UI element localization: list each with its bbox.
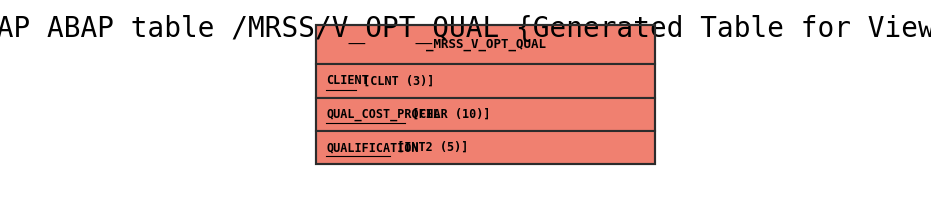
Text: [INT2 (5)]: [INT2 (5)]: [390, 141, 468, 154]
Text: _MRSS_V_OPT_QUAL: _MRSS_V_OPT_QUAL: [425, 38, 546, 51]
FancyBboxPatch shape: [317, 131, 655, 164]
Text: QUAL_COST_PROFIL: QUAL_COST_PROFIL: [327, 108, 440, 121]
FancyBboxPatch shape: [317, 64, 655, 98]
FancyBboxPatch shape: [317, 98, 655, 131]
FancyBboxPatch shape: [317, 25, 655, 64]
Text: QUALIFICATION: QUALIFICATION: [327, 141, 419, 154]
Text: [CLNT (3)]: [CLNT (3)]: [356, 74, 434, 87]
Text: CLIENT: CLIENT: [327, 74, 370, 87]
Text: [CHAR (10)]: [CHAR (10)]: [405, 108, 490, 121]
Text: SAP ABAP table /MRSS/V_OPT_QUAL {Generated Table for View}: SAP ABAP table /MRSS/V_OPT_QUAL {Generat…: [0, 15, 931, 44]
